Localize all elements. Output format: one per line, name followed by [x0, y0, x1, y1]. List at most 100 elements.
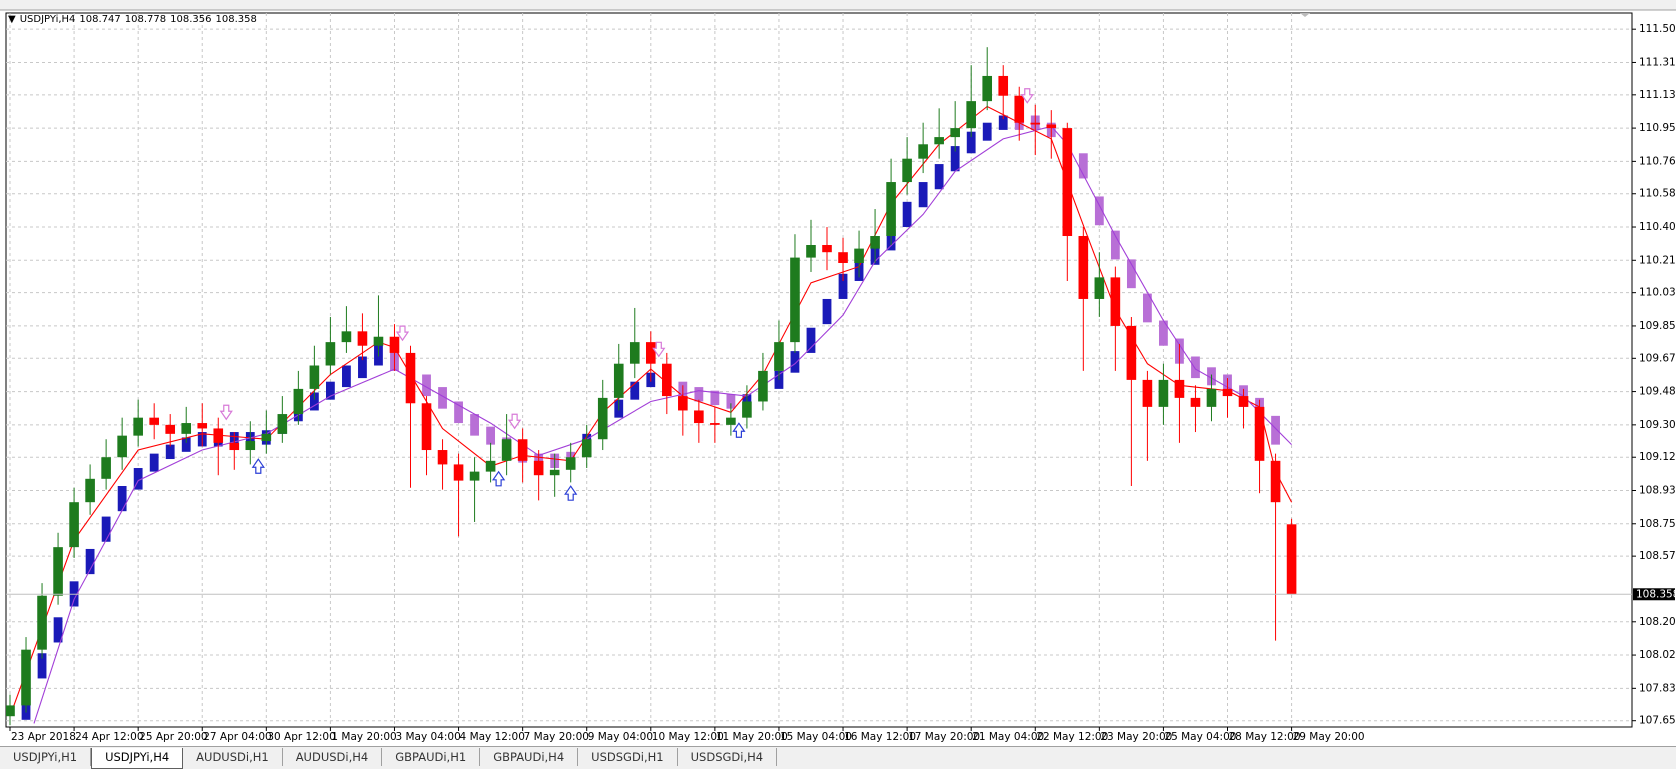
candle-body [1174, 379, 1185, 398]
y-tick-label: 107.655 [1639, 715, 1676, 727]
y-tick-label: 108.750 [1639, 518, 1676, 530]
x-tick-label: 25 Apr 20:00 [139, 731, 207, 743]
y-tick-label: 107.835 [1639, 682, 1676, 694]
trend-block [982, 122, 992, 141]
chart-tab[interactable]: GBPAUDi,H1 [382, 748, 481, 766]
candle-body [517, 439, 528, 461]
candle-body [886, 182, 896, 237]
trend-block [37, 653, 47, 679]
candle-body [117, 435, 127, 458]
candle-body [806, 245, 816, 258]
y-tick-label: 109.670 [1639, 352, 1676, 364]
y-tick-label: 110.585 [1639, 188, 1676, 200]
candle-body [453, 464, 464, 481]
chart-tab[interactable]: GBPAUDi,H4 [480, 748, 579, 766]
y-tick-label: 108.205 [1639, 616, 1676, 628]
sell-arrow [1020, 88, 1034, 104]
trend-block [117, 486, 127, 512]
trend-block [966, 131, 976, 154]
trend-block [149, 453, 159, 472]
trend-block [133, 468, 143, 490]
buy-arrow [732, 422, 746, 438]
trend-block [358, 356, 367, 379]
y-tick-label: 109.120 [1639, 451, 1676, 463]
sell-arrow [395, 325, 410, 342]
candle-body [165, 424, 176, 434]
x-tick-label: 4 May 12:00 [460, 731, 525, 743]
trend-block [822, 298, 832, 325]
trend-block [309, 392, 319, 411]
chart-tab[interactable]: USDSGDi,H1 [578, 748, 678, 766]
candle-body [758, 370, 768, 402]
trend-block [1271, 415, 1280, 445]
x-tick-label: 3 May 04:00 [395, 731, 460, 743]
y-tick-label: 110.400 [1639, 221, 1676, 233]
candle-body [421, 403, 432, 451]
toolbar-strip [0, 0, 1676, 10]
candle-body [726, 417, 736, 425]
candle-body [1046, 124, 1057, 129]
sell-arrow [219, 404, 233, 421]
y-tick-label: 111.500 [1639, 23, 1676, 35]
buy-arrow [251, 458, 265, 474]
candle-body [581, 439, 592, 458]
candle-body [1222, 388, 1233, 397]
candle-body [1014, 95, 1025, 123]
axes: 107.655 107.835 108.020 108.205 108.57 108.75… [9, 23, 1676, 743]
price-label-box [1633, 588, 1675, 601]
chart-tab[interactable]: AUDUSDi,H4 [283, 748, 383, 766]
trend-block [470, 414, 479, 436]
candle-body [1286, 524, 1297, 595]
candle-body [838, 252, 848, 263]
sell-arrow [652, 341, 666, 358]
candle-body [854, 248, 864, 263]
candle-body [982, 75, 993, 102]
x-tick-label: 10 May 12:00 [652, 731, 724, 743]
y-tick-label: 108.57 [1639, 550, 1676, 562]
candle-body [1142, 379, 1153, 407]
trend-block [726, 394, 736, 409]
trend-block [101, 516, 111, 542]
candle-body [293, 388, 304, 415]
low: 108.356 [170, 14, 212, 25]
candle-body [133, 417, 143, 436]
candle-body [53, 547, 63, 596]
candle-body [229, 442, 240, 451]
price-label: 108.358 [1636, 588, 1676, 600]
candle-body [1078, 236, 1089, 299]
y-tick-label: 111.315 [1639, 56, 1676, 68]
trend-block [838, 273, 848, 299]
collapse-icon[interactable]: ▼ [8, 14, 16, 25]
buy-arrow [564, 485, 578, 501]
candle-body [245, 441, 256, 451]
candle-body [790, 257, 800, 343]
trend-block [53, 617, 63, 643]
y-tick-label: 110.765 [1639, 155, 1676, 167]
candle-body [1030, 122, 1041, 125]
y-tick-label: 109.850 [1639, 320, 1676, 332]
trend-block [1126, 259, 1136, 289]
candle-body [37, 595, 47, 650]
candle-body [149, 417, 159, 425]
candle-body [822, 245, 832, 253]
candle-body [678, 396, 688, 411]
chart-tab[interactable]: USDSGDi,H4 [678, 748, 778, 766]
x-tick-label: 22 May 12:00 [1036, 731, 1108, 743]
candle-body [742, 401, 752, 418]
candle-body [565, 457, 576, 470]
candle-body [1062, 128, 1073, 237]
trend-block [165, 444, 175, 460]
chart-tabs: USDJPYi,H1 USDJPYi,H4 AUDUSDi,H1 AUDUSDi,H4… [0, 746, 1676, 769]
buy-arrow [491, 470, 506, 487]
candle-body [277, 414, 288, 434]
chart: 107.655 107.835 108.020 108.205 108.57 108.75… [0, 0, 1676, 743]
chart-tab[interactable]: USDJPYi,H1 [0, 748, 92, 766]
chart-tab[interactable]: USDJPYi,H4 [91, 748, 184, 769]
chart-tab[interactable]: AUDUSDi,H1 [183, 748, 283, 766]
candle-body [341, 331, 352, 343]
candle-body [1238, 396, 1249, 407]
high: 108.778 [124, 14, 167, 25]
close: 108.358 [215, 14, 257, 25]
x-tick-label: 1 May 20:00 [331, 731, 396, 743]
